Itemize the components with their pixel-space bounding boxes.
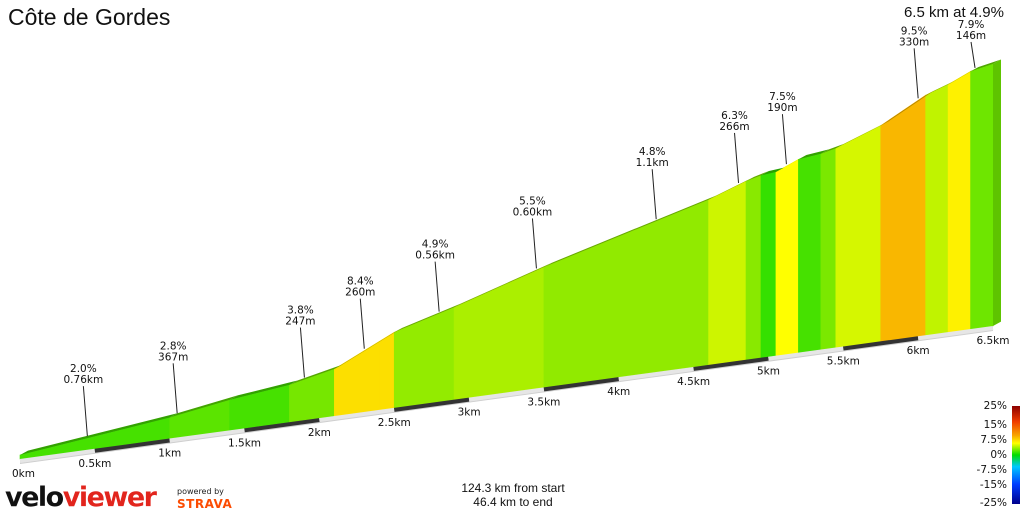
road-surface-8 (454, 262, 552, 308)
distance-band-2 (94, 438, 170, 453)
distance-band-1 (19, 448, 96, 463)
annotation-gradient: 5.5% (519, 195, 546, 207)
annotation-length: 247m (285, 316, 315, 328)
annotation-gradient: 7.5% (769, 91, 796, 103)
chart-title: Côte de Gordes (8, 4, 171, 30)
annotation-length: 1.1km (636, 157, 669, 169)
x-tick-label: 1.5km (228, 437, 261, 449)
legend-label: -7.5% (977, 464, 1007, 476)
road-surface-2 (169, 395, 238, 418)
annotation-length: 146m (956, 30, 986, 42)
x-tick-label: 3km (458, 407, 481, 419)
x-tick-label: 1km (158, 448, 181, 460)
annotation-length: 0.76km (64, 374, 104, 386)
powered-by-label: powered by (177, 487, 224, 496)
x-tick-label: 0.5km (78, 458, 111, 470)
road-surface-17 (880, 90, 934, 126)
annotation-leader-line (913, 48, 919, 99)
distance-band-4 (244, 418, 320, 433)
annotation-leader-line (734, 132, 740, 183)
annotation-leader-line (434, 261, 440, 312)
annotation-leader-line (172, 363, 178, 414)
annotation-gradient: 3.8% (287, 305, 314, 317)
annotation-length: 0.60km (513, 206, 553, 218)
road-surface-10 (708, 176, 755, 200)
x-tick-label: 5km (757, 366, 780, 378)
distance-band-12 (843, 336, 919, 351)
strava-logo[interactable]: STRAVA (177, 497, 233, 511)
annotation-length: 367m (158, 351, 188, 363)
annotation-length: 266m (719, 121, 749, 133)
x-tick-label: 0km (12, 468, 35, 480)
annotation-length: 260m (345, 287, 375, 299)
distance-band-6 (393, 397, 470, 412)
distance-band-13 (917, 326, 994, 341)
legend-label: 7.5% (980, 434, 1007, 446)
legend-label: 0% (990, 449, 1007, 461)
annotation-leader-line (299, 327, 305, 378)
road-surface-11 (746, 170, 769, 182)
road-surface-20 (970, 59, 1001, 72)
road-surface-14 (798, 149, 829, 160)
distance-from-start: 124.3 km from start (461, 481, 565, 495)
road-surface-18 (925, 80, 957, 96)
distance-band-7 (468, 387, 545, 402)
x-tick-label: 2km (308, 427, 331, 439)
distance-to-end: 46.4 km to end (473, 495, 553, 509)
annotation-leader-line (531, 218, 537, 269)
x-tick-label: 6km (907, 345, 930, 357)
distance-band-11 (768, 346, 844, 361)
x-tick-label: 5.5km (827, 355, 860, 367)
annotation-leader-line (651, 169, 657, 220)
road-surface-12 (760, 167, 784, 176)
legend-color-bar (1012, 406, 1020, 504)
annotation-leader-line (82, 386, 88, 437)
legend-label: 15% (984, 419, 1007, 431)
climb-summary: 6.5 km at 4.9% (903, 4, 1004, 21)
road-surface-15 (820, 143, 844, 154)
annotation-gradient: 2.0% (70, 363, 97, 375)
distance-band-3 (169, 428, 245, 443)
annotation-leader-line (359, 298, 365, 349)
road-surface-4 (289, 364, 343, 385)
annotation-gradient: 6.3% (721, 110, 748, 122)
legend-label: -15% (980, 479, 1007, 491)
x-tick-label: 4.5km (677, 376, 710, 388)
x-tick-label: 6.5km (976, 335, 1009, 347)
road-surface-16 (835, 121, 889, 149)
road-surface-7 (394, 303, 463, 333)
legend-label: -25% (980, 497, 1007, 509)
x-tick-label: 3.5km (527, 396, 560, 408)
annotation-length: 190m (767, 102, 797, 114)
road-surface-9 (543, 195, 717, 268)
legend-label: 25% (984, 400, 1007, 412)
profile-end-cap (993, 59, 1001, 326)
annotation-length: 330m (899, 36, 929, 48)
annotation-leader-line (781, 114, 787, 165)
road-surface-19 (948, 66, 979, 85)
location-info: 124.3 km from start 46.4 km to end (400, 481, 626, 509)
annotation-length: 0.56km (415, 250, 455, 262)
x-tick-label: 2.5km (378, 417, 411, 429)
distance-band-8 (543, 377, 620, 392)
x-tick-label: 4km (607, 386, 630, 398)
annotation-gradient: 2.8% (160, 340, 187, 352)
distance-band-5 (319, 407, 395, 423)
annotation-gradient: 9.5% (901, 25, 928, 37)
road-surface-5 (334, 337, 388, 370)
annotation-gradient: 8.4% (347, 276, 374, 288)
annotation-gradient: 4.9% (422, 239, 449, 251)
annotation-leader-line (970, 41, 976, 68)
annotation-gradient: 4.8% (639, 146, 666, 158)
road-surface-1 (20, 413, 178, 455)
veloviewer-logo[interactable]: veloviewer (5, 482, 157, 513)
road-surface-3 (229, 380, 298, 400)
distance-band-9 (618, 366, 694, 382)
annotation-gradient: 7.9% (958, 19, 985, 31)
distance-band-10 (693, 356, 769, 371)
